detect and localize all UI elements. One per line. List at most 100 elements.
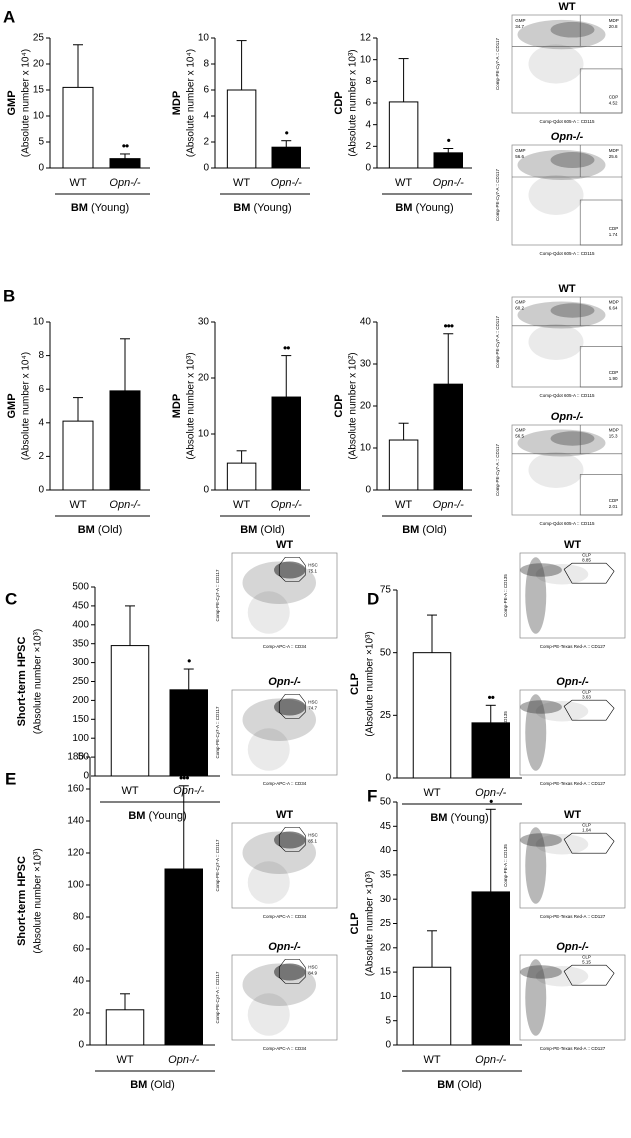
gate-name: HSC: [308, 699, 318, 704]
flow-frame: [519, 689, 626, 776]
y-tick-label: 0: [38, 163, 44, 174]
bar: [433, 152, 463, 169]
gate: [579, 199, 623, 246]
bar: [471, 722, 510, 779]
flow-x-label: Comp-PE-Texas Red-A :: CD127: [540, 644, 606, 649]
x-tick-label: WT: [69, 177, 86, 189]
bar: [169, 689, 208, 777]
y-tick-label: 2: [38, 451, 44, 462]
y-tick-label: 2: [365, 141, 371, 152]
y-tick-label: 0: [365, 163, 371, 174]
gate-name: CLP: [582, 822, 591, 827]
x-axis-title-group: (Old): [98, 524, 122, 536]
flow-frame: [511, 296, 623, 388]
x-axis-title-bold: BM: [128, 810, 145, 822]
x-tick-label: Opn-/-: [433, 499, 465, 511]
cell-density: [535, 701, 589, 722]
cell-density: [247, 728, 290, 771]
bar: [271, 146, 301, 169]
gate: [563, 562, 615, 584]
y-tick-label: 5: [38, 137, 44, 148]
significance: •: [285, 126, 289, 140]
y-axis-title: MDP: [171, 91, 183, 115]
cell-density: [520, 833, 562, 847]
significance: ••: [488, 690, 495, 704]
cell-density: [525, 557, 547, 634]
gate-value: 34.7: [515, 24, 524, 29]
cell-density: [550, 431, 595, 446]
flow-x-label: Comp-APC-A :: CD34: [263, 644, 307, 649]
flow-y-label: Comp-PE-A :: CD135: [503, 976, 508, 1019]
significance: •: [447, 134, 451, 148]
y-axis-title: MDP: [171, 394, 183, 418]
significance: •: [187, 654, 191, 668]
x-tick-label: WT: [395, 499, 412, 511]
y-tick-label: 10: [33, 317, 45, 328]
flow-x-label: Comp-APC-A :: CD34: [263, 781, 307, 786]
x-axis-title-bold: BM: [395, 202, 412, 214]
gate-name: HSC: [308, 832, 318, 837]
flow-y-label: Comp-PE-Cy7-A :: CD117: [215, 569, 220, 621]
x-axis-title-group: (Old): [150, 1079, 174, 1091]
x-axis-title: BM (Old): [437, 1079, 482, 1091]
y-tick-label: 10: [198, 33, 210, 44]
y-tick-label: 6: [365, 98, 371, 109]
cell-density: [274, 561, 306, 579]
gate: [278, 826, 306, 852]
y-tick-label: 6: [38, 384, 44, 395]
y-tick-label: 0: [385, 773, 391, 784]
gate-value: 15.3: [609, 434, 618, 439]
gate-name: MDP: [609, 18, 619, 23]
gate-value: 20.8: [609, 24, 618, 29]
flow-x-label: Comp-Qdot 605-A :: CD115: [540, 521, 595, 526]
y-axis-units: (Absolute number x 10⁴): [21, 49, 32, 157]
gate: [579, 68, 623, 114]
cell-density: [528, 44, 584, 84]
flow-x-label: Comp-Qdot 605-A :: CD115: [540, 119, 595, 124]
gate-value: 60.2: [515, 306, 524, 311]
bar: [109, 390, 141, 491]
x-axis-title-group: (Young): [149, 810, 187, 822]
bar: [433, 383, 463, 491]
significance: ••: [122, 139, 129, 153]
y-axis-title: Short-term HPSC: [16, 637, 28, 727]
gate-value: 84.9: [308, 970, 317, 975]
panel-letter: E: [5, 769, 16, 788]
gate-value: 85.1: [308, 838, 317, 843]
flow-y-label: Comp-PE-Cy7-A :: CD117: [215, 839, 220, 891]
flow-y-label: Comp-PE-Cy7-A :: CD117: [495, 169, 500, 221]
flow-y-label: Comp-PE-Cy7-A :: CD117: [495, 444, 500, 496]
flow-title: Opn-/-: [551, 411, 584, 423]
x-tick-label: WT: [69, 499, 86, 511]
y-tick-label: 140: [67, 816, 84, 827]
y-tick-label: 10: [198, 429, 210, 440]
y-tick-label: 350: [72, 638, 89, 649]
gate-name: CLP: [582, 954, 591, 959]
y-axis-units: (Absolute number ×10³): [33, 848, 44, 953]
gate-value: 2.01: [609, 504, 618, 509]
cell-density: [247, 993, 290, 1036]
cell-density: [550, 303, 595, 318]
gate-name: CLP: [582, 689, 591, 694]
bar: [471, 891, 510, 1046]
cell-density: [525, 959, 547, 1036]
x-axis-title-group: (Young): [254, 202, 292, 214]
flow-title: WT: [564, 539, 581, 551]
y-tick-label: 180: [67, 752, 84, 763]
y-tick-label: 20: [360, 401, 372, 412]
y-tick-label: 100: [67, 880, 84, 891]
y-axis-units: (Absolute number x 10²): [348, 352, 359, 459]
gate-name: HSC: [308, 964, 318, 969]
y-tick-label: 30: [198, 317, 210, 328]
y-tick-label: 40: [360, 317, 372, 328]
x-axis-title-group: (Old): [422, 524, 446, 536]
x-axis-title-group: (Old): [260, 524, 284, 536]
y-tick-label: 50: [78, 752, 90, 763]
x-tick-label: Opn-/-: [173, 785, 205, 797]
flow-frame: [511, 14, 623, 114]
flow-title: Opn-/-: [268, 941, 301, 953]
flow-x-label: Comp-PE-Texas Red-A :: CD127: [540, 914, 606, 919]
x-tick-label: Opn-/-: [271, 177, 303, 189]
gate-value: 3.63: [582, 694, 591, 699]
y-axis-title: CLP: [349, 913, 361, 935]
